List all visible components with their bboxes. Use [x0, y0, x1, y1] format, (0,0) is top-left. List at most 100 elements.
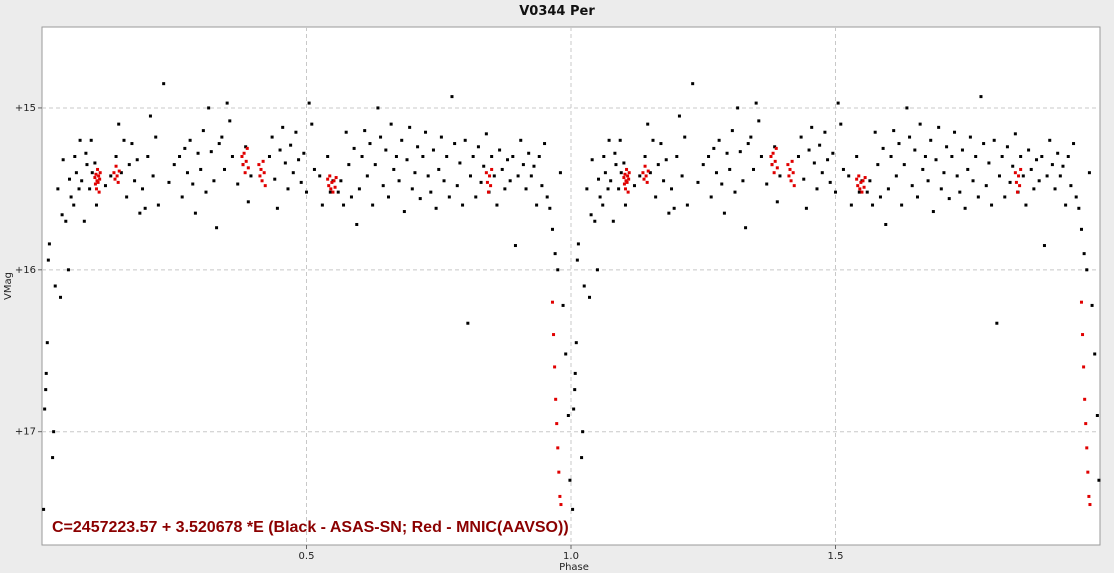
data-point-asas-sn — [571, 507, 575, 511]
data-point-asas-sn — [52, 430, 56, 434]
data-point-mnic — [98, 171, 102, 175]
data-point-asas-sn — [540, 184, 544, 188]
data-point-mnic — [1017, 174, 1021, 178]
data-point-asas-sn — [1005, 145, 1009, 149]
data-point-asas-sn — [447, 195, 451, 199]
data-point-asas-sn — [51, 456, 55, 460]
data-point-mnic — [112, 171, 116, 175]
data-point-asas-sn — [246, 200, 250, 204]
data-point-mnic — [93, 176, 97, 180]
data-point-asas-sn — [796, 155, 800, 158]
data-point-asas-sn — [602, 155, 606, 158]
data-point-mnic — [260, 179, 264, 183]
data-point-mnic — [245, 146, 249, 150]
data-point-asas-sn — [498, 148, 502, 152]
x-tick-label: 0.5 — [299, 551, 315, 562]
data-point-asas-sn — [799, 135, 803, 139]
data-point-mnic — [625, 180, 629, 184]
data-point-asas-sn — [683, 135, 687, 139]
data-point-asas-sn — [545, 195, 549, 199]
data-point-asas-sn — [45, 341, 49, 345]
data-point-asas-sn — [609, 179, 613, 183]
data-point-asas-sn — [1085, 268, 1089, 272]
data-point-asas-sn — [1045, 174, 1049, 178]
data-point-asas-sn — [1079, 227, 1083, 231]
data-point-asas-sn — [818, 143, 822, 147]
data-point-asas-sn — [564, 352, 568, 356]
data-point-asas-sn — [960, 148, 964, 152]
data-point-mnic — [242, 151, 246, 155]
data-point-asas-sn — [598, 195, 602, 199]
data-point-asas-sn — [521, 163, 525, 167]
data-point-asas-sn — [529, 174, 533, 178]
data-point-asas-sn — [328, 190, 332, 194]
data-point-asas-sn — [453, 142, 457, 146]
data-point-asas-sn — [336, 190, 340, 194]
data-point-mnic — [334, 176, 338, 180]
data-point-asas-sn — [201, 129, 205, 133]
data-point-asas-sn — [1097, 478, 1101, 482]
data-point-asas-sn — [841, 167, 845, 171]
data-point-asas-sn — [56, 187, 60, 191]
data-point-asas-sn — [712, 146, 716, 150]
data-point-asas-sn — [125, 195, 129, 199]
data-point-asas-sn — [43, 407, 47, 411]
data-point-asas-sn — [537, 155, 541, 158]
data-point-asas-sn — [357, 187, 361, 191]
data-point-asas-sn — [847, 174, 851, 178]
data-point-asas-sn — [143, 206, 147, 210]
data-point-mnic — [94, 172, 98, 176]
data-point-asas-sn — [585, 187, 589, 191]
data-point-asas-sn — [905, 106, 909, 110]
data-point-asas-sn — [878, 195, 882, 199]
data-point-mnic — [860, 190, 864, 194]
data-point-asas-sn — [365, 174, 369, 178]
data-point-asas-sn — [386, 195, 390, 199]
data-point-asas-sn — [778, 174, 782, 178]
data-point-asas-sn — [249, 174, 253, 178]
data-point-asas-sn — [294, 130, 298, 134]
data-point-mnic — [559, 503, 563, 507]
data-point-asas-sn — [614, 163, 618, 167]
data-point-asas-sn — [638, 174, 642, 178]
data-point-asas-sn — [355, 222, 359, 226]
data-point-asas-sn — [492, 174, 496, 178]
data-point-asas-sn — [595, 268, 599, 272]
data-point-asas-sn — [310, 122, 314, 126]
data-point-asas-sn — [69, 195, 73, 199]
data-point-asas-sn — [717, 138, 721, 142]
series-mnic-aavso — [93, 146, 1092, 507]
data-point-asas-sn — [426, 174, 430, 178]
data-point-mnic — [117, 169, 121, 173]
data-point-asas-sn — [80, 179, 84, 183]
data-point-asas-sn — [61, 158, 65, 162]
data-point-mnic — [624, 179, 628, 183]
data-point-asas-sn — [1019, 155, 1023, 158]
data-point-asas-sn — [103, 184, 107, 188]
data-point-asas-sn — [220, 135, 224, 139]
data-point-asas-sn — [619, 171, 623, 175]
data-point-asas-sn — [363, 129, 367, 133]
data-point-asas-sn — [593, 219, 597, 223]
data-point-asas-sn — [953, 130, 957, 134]
data-point-asas-sn — [394, 155, 398, 158]
data-point-asas-sn — [709, 195, 713, 199]
data-point-asas-sn — [984, 184, 988, 188]
data-point-asas-sn — [654, 195, 658, 199]
data-point-asas-sn — [122, 138, 126, 142]
data-point-asas-sn — [746, 142, 750, 146]
data-point-mnic — [114, 164, 118, 168]
data-point-asas-sn — [503, 187, 507, 191]
data-point-asas-sn — [646, 122, 650, 126]
data-point-mnic — [856, 184, 860, 188]
data-point-asas-sn — [146, 155, 150, 158]
data-point-asas-sn — [141, 187, 145, 191]
data-point-asas-sn — [402, 210, 406, 214]
data-point-asas-sn — [439, 135, 443, 139]
data-point-mnic — [93, 182, 97, 186]
data-point-asas-sn — [590, 158, 594, 162]
data-point-mnic — [488, 174, 492, 178]
data-point-mnic — [97, 190, 101, 194]
data-point-mnic — [489, 184, 493, 188]
data-point-asas-sn — [445, 155, 449, 158]
